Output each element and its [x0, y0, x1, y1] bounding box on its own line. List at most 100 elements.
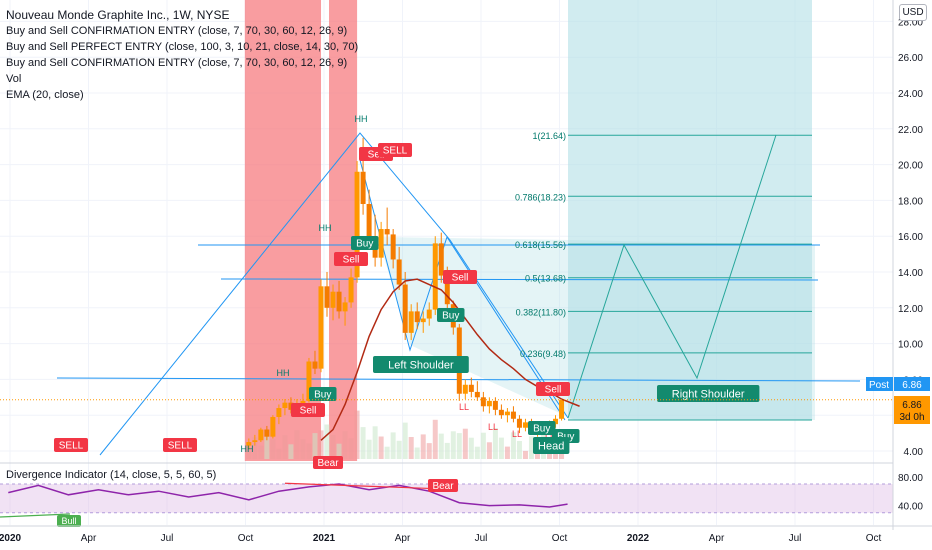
candle-body[interactable]: [553, 418, 559, 425]
oscillator-title[interactable]: Divergence Indicator (14, close, 5, 5, 6…: [6, 469, 217, 481]
time-tick: Apr: [709, 533, 725, 544]
candle-body[interactable]: [360, 171, 366, 204]
signal-labels: HHHHHHHHLLLLLLLLSellSellSellSellSellSELL…: [54, 114, 580, 454]
candle-body[interactable]: [492, 400, 498, 410]
symbol-title[interactable]: Nouveau Monde Graphite Inc., 1W, NYSE: [6, 8, 230, 22]
volume-bar: [402, 422, 408, 459]
candle-body[interactable]: [462, 384, 468, 394]
candle-body[interactable]: [252, 440, 258, 443]
candle-body[interactable]: [432, 243, 438, 310]
volume-bar: [396, 440, 402, 459]
candle-body[interactable]: [318, 286, 324, 369]
candle-body[interactable]: [468, 384, 474, 392]
candle-body[interactable]: [516, 418, 522, 428]
volume-bar: [462, 428, 468, 459]
candle-body[interactable]: [312, 361, 318, 369]
axis-bg: [893, 0, 932, 550]
ema-line: [320, 278, 580, 441]
candle-body[interactable]: [378, 229, 384, 258]
indicator-legend-vol[interactable]: Vol: [6, 73, 22, 85]
candle-body[interactable]: [474, 391, 480, 398]
candle-body[interactable]: [258, 429, 264, 441]
candle-body[interactable]: [342, 302, 348, 312]
volume-bars: [246, 410, 565, 459]
candle-body[interactable]: [480, 397, 486, 407]
candle-body[interactable]: [276, 408, 282, 417]
candle-body[interactable]: [504, 411, 510, 416]
candle-body[interactable]: [559, 399, 565, 419]
candle-body[interactable]: [354, 171, 360, 278]
price-tick: 14.00: [898, 268, 923, 279]
candle-body[interactable]: [420, 318, 426, 323]
bear-badge: [428, 479, 458, 492]
volume-bar: [312, 433, 318, 459]
time-axis[interactable]: 2020 Apr Jul Oct 2021 Apr Jul Oct 2022 Apr Jul Oct: [0, 525, 932, 544]
candle-body[interactable]: [396, 259, 402, 285]
sell-signal: Sell: [452, 273, 469, 284]
post-badge: [866, 377, 893, 391]
volume-bar: [360, 427, 366, 459]
sell-alert-badge: [163, 438, 197, 452]
candle-body[interactable]: [300, 400, 306, 405]
bar-countdown: 3d 0h: [899, 412, 924, 423]
indicator-legend-3[interactable]: Buy and Sell CONFIRMATION ENTRY (close, …: [6, 57, 348, 69]
time-tick: Jul: [789, 533, 802, 544]
volume-bar: [480, 432, 486, 459]
candle-body[interactable]: [384, 229, 390, 235]
candle-body[interactable]: [270, 416, 276, 437]
bull-label: Bull: [61, 516, 76, 526]
sell-signal: Sell: [343, 255, 360, 266]
volume-bar: [522, 450, 528, 459]
candle-body[interactable]: [498, 409, 504, 416]
candle-body[interactable]: [486, 400, 492, 407]
indicator-legend-1[interactable]: Buy and Sell CONFIRMATION ENTRY (close, …: [6, 25, 348, 37]
candle-body[interactable]: [324, 286, 330, 308]
candle-body[interactable]: [510, 411, 516, 419]
candle-body[interactable]: [390, 234, 396, 260]
sell-signal-badge: [291, 403, 325, 417]
candle-body[interactable]: [414, 311, 420, 323]
candle-body[interactable]: [408, 311, 414, 333]
volume-bar: [276, 448, 282, 459]
currency-button[interactable]: USD: [899, 4, 927, 21]
candle-body[interactable]: [522, 422, 528, 428]
indicator-legend-2[interactable]: Buy and Sell PERFECT ENTRY (close, 100, …: [6, 41, 359, 53]
candle-body[interactable]: [330, 291, 336, 308]
volume-bar: [324, 424, 330, 459]
fib-label: 0.236(9.48): [520, 349, 566, 359]
candle-body[interactable]: [366, 203, 372, 237]
candle-body[interactable]: [438, 243, 444, 276]
bear-label: Bear: [432, 481, 454, 492]
candle-body[interactable]: [288, 402, 294, 410]
bear-badge: [313, 456, 343, 469]
hh-label: HH: [241, 444, 254, 454]
candle-body[interactable]: [306, 361, 312, 401]
buy-signal: Buy: [356, 239, 373, 250]
right-shoulder-label[interactable]: Right Shoulder: [672, 389, 745, 401]
osc-tick: 40.00: [898, 502, 923, 513]
candle-body[interactable]: [348, 277, 354, 303]
price-tick: 16.00: [898, 232, 923, 243]
left-shoulder-label[interactable]: Left Shoulder: [388, 360, 454, 372]
indicator-legend-ema[interactable]: EMA (20, close): [6, 89, 84, 101]
volume-bar: [366, 439, 372, 459]
candle-body[interactable]: [426, 309, 432, 319]
volume-bar: [553, 449, 559, 459]
candle-body[interactable]: [444, 275, 450, 305]
candle-body[interactable]: [282, 402, 288, 409]
candle-body[interactable]: [402, 284, 408, 333]
volume-bar: [372, 426, 378, 459]
candle-body[interactable]: [264, 429, 270, 437]
time-tick: 2022: [627, 533, 650, 544]
bear-label: Bear: [317, 458, 339, 469]
head-label[interactable]: Head: [538, 441, 564, 453]
buy-signal: Buy: [533, 424, 550, 435]
volume-bar: [486, 442, 492, 459]
target-zone: [378, 0, 815, 420]
head-shoulder-outline: [99, 132, 569, 456]
volume-bar: [474, 446, 480, 459]
candle-body[interactable]: [336, 291, 342, 312]
candle-body[interactable]: [246, 442, 252, 446]
